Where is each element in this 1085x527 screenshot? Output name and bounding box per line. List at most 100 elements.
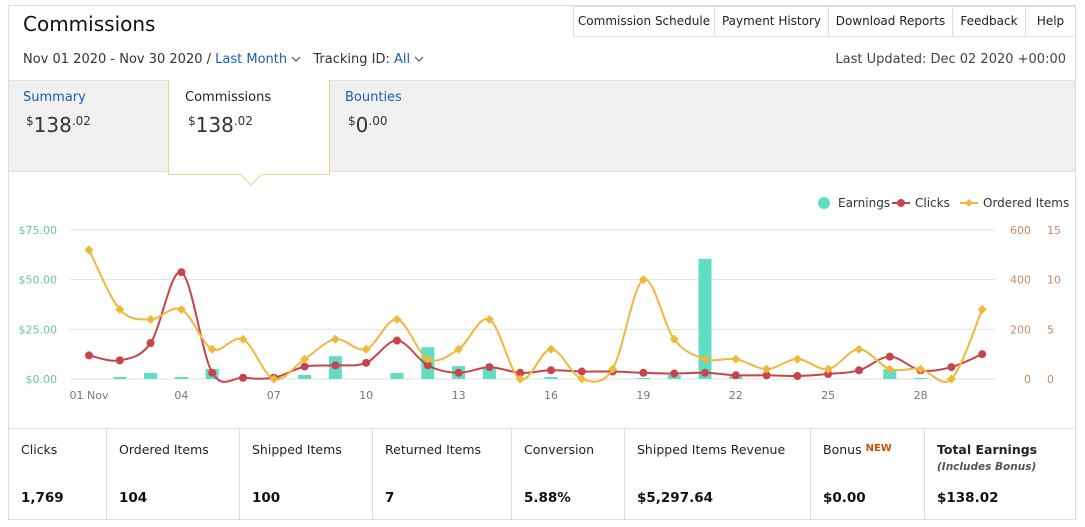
point-marker bbox=[546, 344, 556, 354]
point-marker bbox=[946, 374, 956, 384]
y3-tick-label: 15 bbox=[1047, 224, 1061, 237]
stat-label: Ordered Items bbox=[119, 442, 209, 457]
bar bbox=[390, 373, 404, 379]
bar bbox=[113, 377, 127, 379]
filter-row: Nov 01 2020 - Nov 30 2020 / Last Month T… bbox=[23, 52, 424, 67]
stat-label-text: Returned Items bbox=[385, 442, 482, 457]
x-tick-label: 04 bbox=[174, 389, 188, 402]
stat-label: Total Earnings bbox=[937, 442, 1037, 457]
stat-label: Shipped Items Revenue bbox=[637, 442, 785, 457]
last-updated: Last Updated: Dec 02 2020 +00:00 bbox=[835, 52, 1066, 67]
caret bbox=[414, 56, 424, 62]
selected-tab bbox=[168, 80, 330, 175]
point-marker bbox=[85, 351, 93, 360]
stat-label: Shipped Items bbox=[252, 442, 342, 457]
amount-whole: 0 bbox=[355, 113, 369, 137]
point-marker bbox=[423, 354, 433, 364]
point-marker bbox=[330, 334, 340, 344]
point-marker bbox=[392, 314, 402, 324]
bar bbox=[883, 369, 897, 379]
stat-cell: Total Earnings (Includes Bonus) $138.02 bbox=[925, 428, 1076, 520]
stat-badge: NEW bbox=[865, 443, 892, 454]
y2-tick-label: 200 bbox=[1010, 323, 1031, 336]
point-marker bbox=[146, 338, 155, 347]
point-marker bbox=[824, 370, 833, 379]
tracking-label: Tracking ID: bbox=[313, 52, 390, 67]
tab-name[interactable]: Summary bbox=[23, 90, 86, 105]
y3-tick-label: 5 bbox=[1047, 323, 1054, 336]
point-marker bbox=[823, 364, 833, 374]
stat-value: 1,769 bbox=[21, 490, 64, 506]
y2-tick-label: 400 bbox=[1010, 274, 1031, 287]
date-range: Nov 01 2020 - Nov 30 2020 / bbox=[23, 52, 211, 67]
header-button[interactable]: Feedback bbox=[952, 6, 1026, 37]
tab-amount: $138.02 bbox=[188, 113, 253, 137]
point-marker bbox=[854, 344, 864, 354]
point-marker bbox=[639, 368, 648, 377]
point-marker bbox=[793, 372, 802, 381]
point-marker bbox=[977, 304, 987, 314]
tab-amount: $0.00 bbox=[348, 113, 387, 137]
point-marker bbox=[331, 361, 340, 370]
bar bbox=[298, 375, 312, 379]
stat-label-text: Total Earnings bbox=[937, 442, 1038, 457]
point-marker bbox=[485, 363, 494, 372]
tab-name[interactable]: Bounties bbox=[345, 90, 402, 105]
stat-label-text: Conversion bbox=[524, 442, 595, 457]
point-marker bbox=[207, 344, 217, 354]
header-button[interactable]: Commission Schedule bbox=[573, 6, 715, 37]
stat-value: $0.00 bbox=[823, 490, 866, 506]
point-marker bbox=[238, 334, 248, 344]
x-tick-label: 01 Nov bbox=[70, 389, 109, 402]
point-marker bbox=[239, 373, 247, 382]
amount-cents: .00 bbox=[368, 114, 388, 128]
legend-marker bbox=[897, 199, 905, 207]
point-marker bbox=[146, 314, 156, 324]
stat-label-text: Ordered Items bbox=[119, 442, 209, 457]
header-button[interactable]: Help bbox=[1025, 6, 1076, 37]
point-marker bbox=[885, 352, 894, 361]
tab-name[interactable]: Commissions bbox=[185, 90, 272, 105]
x-tick-label: 22 bbox=[729, 389, 743, 402]
point-marker bbox=[978, 350, 987, 359]
period-dropdown[interactable]: Last Month bbox=[215, 52, 288, 67]
point-marker bbox=[361, 344, 371, 354]
amount-whole: 138 bbox=[33, 113, 72, 137]
header-button[interactable]: Download Reports bbox=[828, 6, 953, 37]
legend-marker bbox=[965, 199, 973, 207]
bar bbox=[914, 378, 928, 379]
amount-cents: .02 bbox=[233, 114, 253, 128]
stat-value: 5.88% bbox=[524, 490, 571, 506]
x-tick-label: 10 bbox=[359, 389, 373, 402]
point-marker bbox=[484, 314, 494, 324]
bar bbox=[698, 258, 712, 379]
stat-cell: Bonus NEW $0.00 bbox=[811, 428, 925, 520]
y2-tick-label: 600 bbox=[1010, 224, 1031, 237]
point-marker bbox=[731, 354, 741, 364]
legend-marker bbox=[818, 197, 830, 209]
tracking-dropdown[interactable]: All bbox=[394, 52, 411, 67]
stat-label: Returned Items bbox=[385, 442, 481, 457]
point-marker bbox=[393, 336, 401, 345]
point-marker bbox=[300, 362, 309, 371]
point-marker bbox=[608, 364, 618, 374]
stat-label: Clicks bbox=[21, 442, 57, 457]
point-marker bbox=[515, 374, 525, 384]
point-marker bbox=[669, 334, 679, 344]
amount-whole: 138 bbox=[195, 113, 234, 137]
tab-pointer bbox=[240, 174, 262, 186]
x-tick-label: 25 bbox=[821, 389, 835, 402]
tab-amount: $138.02 bbox=[26, 113, 91, 137]
stat-cell: Shipped Items Revenue $5,297.64 bbox=[625, 428, 811, 520]
stat-value: $5,297.64 bbox=[637, 490, 714, 506]
y-tick-label: $75.00 bbox=[19, 224, 58, 237]
y2-tick-label: 0 bbox=[1024, 373, 1031, 386]
stat-label-text: Bonus bbox=[823, 442, 862, 457]
point-marker bbox=[115, 356, 124, 365]
stat-cell: Shipped Items 100 bbox=[240, 428, 373, 520]
bar bbox=[636, 378, 650, 379]
currency: $ bbox=[348, 114, 356, 128]
panel bbox=[8, 5, 1076, 520]
point-marker bbox=[454, 368, 463, 377]
